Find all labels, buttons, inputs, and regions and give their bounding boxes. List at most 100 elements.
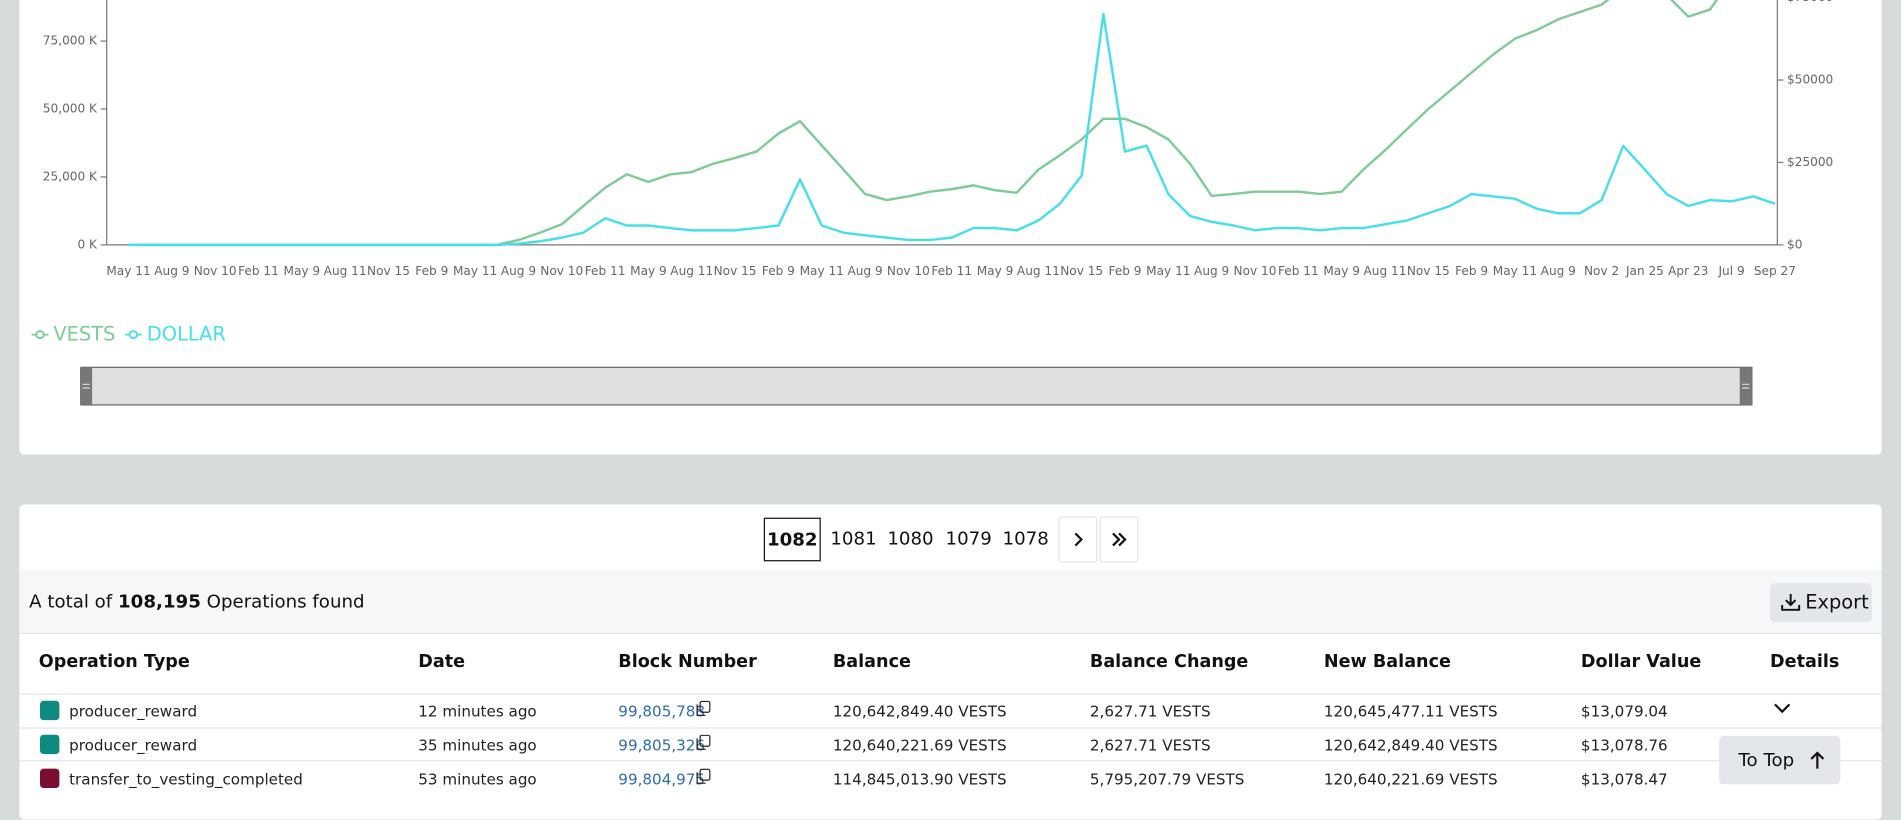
x-tick-label: May 11 — [106, 264, 150, 278]
x-tick-label: Feb 9 — [415, 264, 448, 278]
legend-item[interactable]: VESTS — [31, 322, 116, 346]
copy-icon[interactable] — [696, 734, 711, 751]
x-tick-label: Aug 9 — [1194, 264, 1229, 278]
details-toggle[interactable] — [1772, 701, 1791, 716]
x-tick-label: Feb 11 — [238, 264, 279, 278]
column-header: Details — [1770, 652, 1840, 672]
legend-label: VESTS — [53, 322, 116, 346]
x-tick-label: May 9 — [1323, 264, 1360, 278]
column-header: Balance Change — [1089, 652, 1249, 672]
table-cell: $13,078.76 — [1580, 735, 1668, 755]
operations-summary: A total of 108,195 Operations found — [29, 590, 364, 612]
stage: 0 K 25,000 K 50,000 K 75,000 K $0 $25000 $5000… — [19, 0, 1882, 820]
table-cell: 120,640,221.69 VESTS — [832, 735, 1007, 755]
next-page-button[interactable] — [1058, 516, 1098, 563]
x-tick-label: May 9 — [977, 264, 1014, 278]
x-tick-label: May 11 — [1146, 264, 1190, 278]
y-tick-label: 25,000 K — [43, 169, 98, 183]
series-line — [128, 12, 1776, 247]
block-link[interactable]: 99,805,788 — [618, 701, 706, 721]
y2-tick-label: $0 — [1787, 237, 1802, 251]
y-tick-label: 0 K — [77, 237, 98, 251]
table-cell: 120,640,221.69 VESTS — [1323, 769, 1498, 789]
x-tick-label: Aug 9 — [501, 264, 536, 278]
x-tick-label: Nov 15 — [367, 264, 410, 278]
table-cell: $13,079.04 — [1580, 701, 1668, 721]
page: 0 K 25,000 K 50,000 K 75,000 K $0 $25000 $5000… — [19, 0, 1882, 820]
table-cell: transfer_to_vesting_completed — [69, 769, 303, 789]
x-tick-label: May 9 — [284, 264, 321, 278]
block-link[interactable]: 99,805,326 — [618, 735, 706, 755]
table-cell: 120,642,849.40 VESTS — [1323, 735, 1498, 755]
x-tick-label: Feb 9 — [1109, 264, 1142, 278]
column-header: Operation Type — [38, 652, 190, 672]
to-top-label: To Top — [1738, 749, 1795, 772]
legend-icon — [31, 330, 49, 340]
table-cell: 35 minutes ago — [418, 735, 537, 755]
legend-item[interactable]: DOLLAR — [125, 322, 226, 346]
divider — [19, 693, 1882, 695]
slider-handle-left[interactable] — [80, 367, 93, 405]
column-header: New Balance — [1323, 652, 1451, 672]
x-tick-label: Feb 9 — [1455, 264, 1488, 278]
x-tick-label: Nov 10 — [887, 264, 930, 278]
series-line — [128, 0, 1719, 247]
x-tick-label: May 11 — [453, 264, 497, 278]
table-cell: 114,845,013.90 VESTS — [832, 769, 1007, 789]
page-button[interactable]: 1080 — [887, 527, 934, 550]
summary-text: Operations found — [206, 590, 365, 613]
x-tick-label: Nov 15 — [1060, 264, 1103, 278]
x-tick-label: Nov 15 — [1407, 264, 1450, 278]
export-label: Export — [1805, 590, 1869, 614]
operation-color — [40, 700, 60, 721]
export-button[interactable]: Export — [1770, 583, 1872, 622]
column-header: Balance — [832, 652, 911, 672]
table-cell: 12 minutes ago — [418, 701, 537, 721]
x-tick-label: Aug 11 — [1364, 264, 1407, 278]
x-tick-label: Nov 2 — [1584, 264, 1619, 278]
x-tick-label: May 11 — [800, 264, 844, 278]
divider — [19, 760, 1882, 762]
table-cell: 2,627.71 VESTS — [1089, 735, 1211, 755]
legend: VESTS DOLLAR — [31, 322, 236, 346]
x-tick-label: Nov 10 — [194, 264, 237, 278]
y-tick-label: 75,000 K — [43, 34, 98, 48]
legend-label: DOLLAR — [146, 322, 226, 346]
column-header: Date — [418, 652, 466, 672]
page-button[interactable]: 1078 — [1002, 527, 1049, 550]
table-cell: producer_reward — [69, 701, 198, 721]
x-tick-label: Feb 11 — [1278, 264, 1319, 278]
last-page-button[interactable] — [1099, 516, 1139, 563]
block-link[interactable]: 99,804,975 — [618, 769, 706, 789]
column-header: Block Number — [618, 652, 757, 672]
operation-color — [40, 734, 60, 755]
x-tick-label: Feb 9 — [762, 264, 795, 278]
table-cell: 2,627.71 VESTS — [1089, 701, 1211, 721]
plot-area — [128, 0, 1776, 247]
x-tick-label: Aug 9 — [1541, 264, 1576, 278]
x-tick-label: Feb 11 — [931, 264, 972, 278]
table-cell: 120,642,849.40 VESTS — [832, 701, 1007, 721]
x-tick-label: Aug 9 — [154, 264, 189, 278]
summary-text: A total of — [29, 590, 113, 613]
page-button[interactable]: 1081 — [830, 527, 877, 550]
page-button[interactable]: 1079 — [945, 527, 992, 550]
arrow-up-icon — [1810, 751, 1825, 769]
copy-icon[interactable] — [696, 768, 711, 785]
slider-handle-right[interactable] — [1739, 367, 1752, 405]
y2-tick-label: $25000 — [1787, 155, 1833, 169]
x-tick-label: Nov 15 — [714, 264, 757, 278]
table-cell: 53 minutes ago — [418, 769, 537, 789]
range-slider[interactable] — [80, 366, 1753, 406]
download-icon — [1781, 594, 1801, 611]
x-tick-label: Nov 10 — [1234, 264, 1277, 278]
table-cell: 5,795,207.79 VESTS — [1089, 769, 1245, 789]
page-button-current[interactable]: 1082 — [763, 517, 821, 562]
summary-bar — [19, 569, 1882, 633]
y2-tick-label: $50000 — [1787, 73, 1833, 87]
x-tick-label: Feb 11 — [585, 264, 626, 278]
copy-icon[interactable] — [696, 700, 711, 717]
divider — [19, 632, 1882, 635]
x-tick-label: Jul 9 — [1717, 264, 1744, 278]
to-top-button[interactable]: To Top — [1719, 735, 1841, 785]
